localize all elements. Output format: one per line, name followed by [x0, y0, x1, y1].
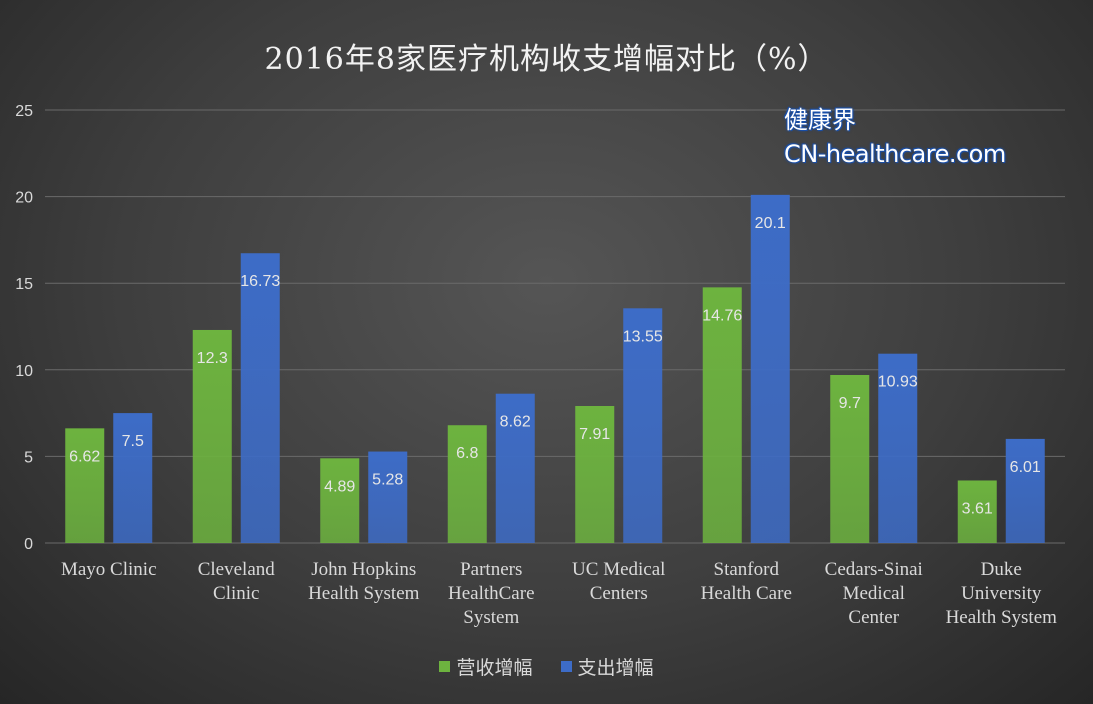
data-label: 6.01 [1010, 459, 1041, 476]
bar-expense [878, 353, 918, 543]
bar-expense [113, 413, 153, 543]
data-label: 3.61 [962, 500, 993, 517]
x-category-label: Cleveland [198, 559, 276, 580]
x-category-label: Medical [843, 583, 905, 604]
x-category-label: Center [848, 607, 899, 628]
data-label: 6.8 [456, 445, 478, 462]
bar-revenue [65, 428, 105, 543]
data-label: 9.7 [839, 395, 861, 412]
bar-expense [368, 451, 408, 543]
data-label: 7.5 [122, 433, 144, 450]
bar-revenue [447, 425, 487, 543]
x-category-label: Duke [981, 559, 1022, 580]
legend-label-revenue: 营收增幅 [456, 657, 533, 679]
bar-revenue [702, 287, 742, 543]
watermark-line1: 健康界 [784, 106, 856, 134]
data-label: 12.3 [197, 350, 228, 367]
bar-revenue [575, 405, 615, 543]
y-axis-ticks: 0 5 10 15 20 25 [15, 103, 33, 553]
bar-expense [1005, 438, 1045, 543]
legend-swatch-revenue [439, 661, 451, 672]
data-label: 16.73 [240, 273, 280, 290]
data-label: 4.89 [324, 478, 355, 495]
x-axis-categories: Mayo Clinic Cleveland Clinic John Hopkins He… [61, 559, 1057, 628]
chart-title: 2016年8家医疗机构收支增幅对比（%） [264, 42, 829, 77]
legend: 营收增幅 支出增幅 [0, 653, 1093, 680]
x-category-label: Health Care [701, 583, 792, 604]
y-tick-label: 0 [24, 536, 33, 553]
x-category-label: System [463, 607, 519, 628]
bar-expense [240, 253, 280, 544]
legend-item-revenue: 营收增幅 [439, 653, 533, 680]
x-category-label: Health System [308, 583, 420, 604]
y-tick-label: 20 [15, 190, 33, 207]
data-label: 8.62 [500, 414, 531, 431]
x-category-label: HealthCare [448, 583, 535, 604]
data-label: 14.76 [702, 307, 742, 324]
bar-expense [495, 393, 535, 543]
data-label: 7.91 [579, 426, 610, 443]
x-category-label: Mayo Clinic [61, 559, 157, 580]
bar-revenue [192, 329, 232, 543]
legend-item-expense: 支出增幅 [560, 653, 654, 680]
bar-revenue [830, 374, 870, 543]
legend-label-expense: 支出增幅 [577, 657, 654, 679]
x-category-label: Health System [946, 607, 1058, 628]
x-category-label: UC Medical [572, 559, 665, 580]
bar-expense [623, 308, 663, 543]
data-label: 20.1 [755, 215, 786, 232]
y-tick-label: 10 [15, 363, 33, 380]
data-label: 6.62 [69, 448, 100, 465]
bar-revenue [320, 458, 360, 543]
x-category-label: Stanford [714, 559, 780, 580]
legend-swatch-expense [560, 661, 572, 672]
x-category-label: John Hopkins [311, 559, 416, 580]
x-category-label: Cedars-Sinai [825, 559, 923, 580]
y-tick-label: 5 [24, 449, 33, 466]
y-tick-label: 25 [15, 103, 33, 120]
bar-revenue [957, 480, 997, 543]
watermark-line2: CN-healthcare.com [784, 140, 1006, 168]
watermark: 健康界 CN-healthcare.com [784, 103, 1006, 171]
x-category-label: University [961, 583, 1042, 604]
x-category-label: Centers [590, 583, 648, 604]
data-label: 13.55 [623, 328, 663, 345]
y-tick-label: 15 [15, 276, 33, 293]
data-label: 5.28 [372, 472, 403, 489]
x-category-label: Clinic [213, 583, 259, 604]
x-category-label: Partners [460, 559, 522, 580]
bar-expense [750, 194, 790, 544]
data-labels: 6.62 7.5 12.3 16.73 4.89 5.28 6.8 8.62 7.91 13.55… [69, 215, 1041, 518]
bars [65, 194, 1045, 544]
data-label: 10.93 [878, 374, 918, 391]
